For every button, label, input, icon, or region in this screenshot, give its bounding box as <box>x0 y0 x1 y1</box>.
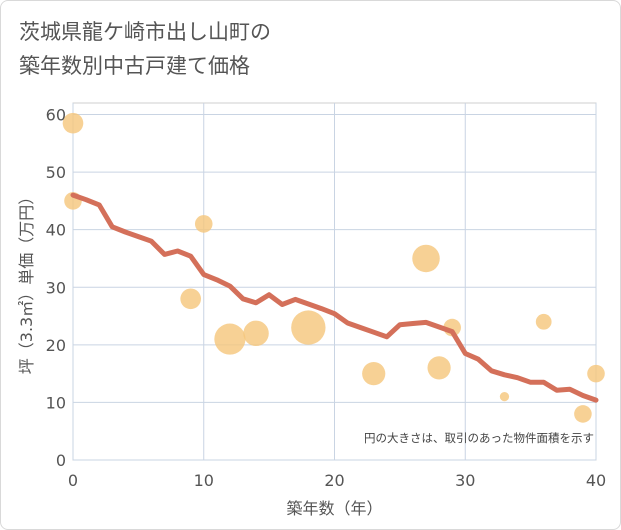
bubble-point <box>574 405 592 423</box>
x-tick-label: 0 <box>68 471 78 490</box>
y-tick-label: 20 <box>46 336 66 355</box>
trend-line <box>70 192 599 403</box>
bubble-layer <box>62 112 605 423</box>
bubble-point <box>214 323 246 355</box>
bubble-point <box>291 310 326 345</box>
bubble-point <box>243 320 269 347</box>
grid-lines <box>72 103 597 461</box>
size-legend-note: 円の大きさは、取引のあった物件面積を示す <box>364 431 594 445</box>
bubble-point <box>499 392 510 402</box>
bubble-point <box>587 364 605 383</box>
bubble-point <box>412 244 440 273</box>
bubble-point <box>194 215 213 233</box>
y-tick-label: 40 <box>46 221 66 240</box>
y-tick-label: 50 <box>46 163 66 182</box>
x-tick-labels: 0 10 20 30 40 <box>68 471 606 490</box>
y-tick-labels: 0 10 20 30 40 50 60 <box>46 106 66 470</box>
bubble-point <box>62 112 84 134</box>
bubble-point <box>180 288 201 310</box>
bubble-point <box>362 362 386 386</box>
y-tick-label: 30 <box>46 278 66 297</box>
chart-title: 茨城県龍ケ崎市出し山町の 築年数別中古戸建て価格 <box>19 20 271 78</box>
x-tick-label: 10 <box>194 471 214 490</box>
bubble-point <box>535 313 552 330</box>
y-tick-label: 0 <box>56 451 66 470</box>
x-tick-label: 40 <box>586 471 606 490</box>
y-tick-label: 60 <box>46 106 66 125</box>
y-axis-label: 坪（3.3㎡）単価（万円） <box>17 189 36 374</box>
y-tick-label: 10 <box>46 393 66 412</box>
x-tick-label: 30 <box>455 471 475 490</box>
x-axis-label: 築年数（年） <box>286 499 382 518</box>
x-tick-label: 20 <box>324 471 344 490</box>
bubble-point <box>427 356 451 380</box>
